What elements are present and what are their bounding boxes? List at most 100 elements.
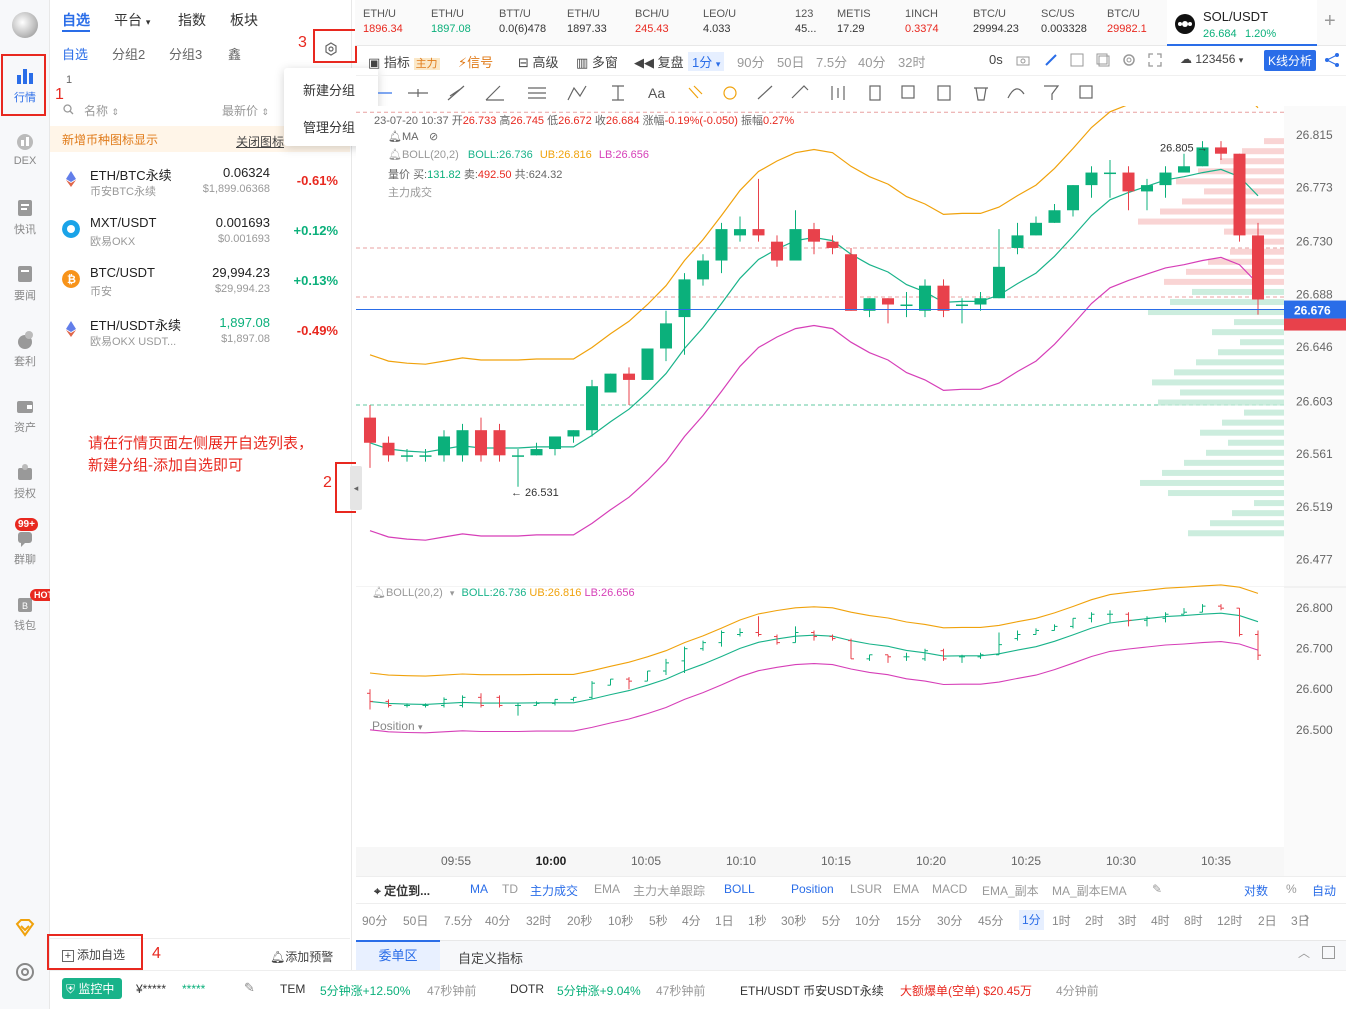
period-option[interactable]: 3日 <box>1291 914 1310 928</box>
edit-indicators-icon[interactable]: ✎ <box>1152 882 1163 896</box>
tab-custom-indicator[interactable]: 自定义指标 <box>458 951 524 966</box>
col-price-header[interactable]: 最新价 ⇕ <box>222 102 269 119</box>
ind-ma[interactable]: MA <box>470 882 488 896</box>
watchlist-row[interactable]: MXT/USDT 欧易OKX 0.001693 $0.001693 +0.12% <box>50 207 350 257</box>
period-active-button[interactable]: 1分 ▾ <box>688 52 725 71</box>
nav-item-market[interactable]: 行情 <box>0 66 50 105</box>
fullscreen-icon[interactable] <box>1148 53 1162 67</box>
window-icon[interactable] <box>1070 53 1084 67</box>
subtab-group2[interactable]: 分组2 <box>112 47 146 62</box>
period-40m[interactable]: 40分 <box>858 55 886 70</box>
ticker-item[interactable]: BTC/U 29982.1 <box>1107 8 1165 35</box>
nav-item-arbitrage[interactable]: 套利 <box>0 330 50 369</box>
tab-index[interactable]: 指数 <box>178 12 206 28</box>
auto-scale-toggle[interactable]: 自动 <box>1312 884 1337 898</box>
period-90m[interactable]: 90分 <box>737 55 765 70</box>
period-option[interactable]: 1秒 <box>748 914 767 928</box>
ticker-item[interactable]: BTT/U 0.0(6)478 <box>499 8 561 35</box>
ind-ma-copy-ema[interactable]: MA_副本EMA <box>1052 884 1127 898</box>
ticker-item[interactable]: 1INCH 0.3374 <box>905 8 963 35</box>
period-option[interactable]: 1时 <box>1052 914 1071 928</box>
gear-icon[interactable] <box>1122 53 1136 67</box>
period-option[interactable]: 10分 <box>855 914 881 928</box>
menu-new-group[interactable]: 新建分组 <box>303 83 356 98</box>
watchlist-row[interactable]: ETH/USDT永续 欧易OKX USDT... 1,897.08 $1,897… <box>50 307 350 357</box>
ticker-item[interactable]: METIS 17.29 <box>837 8 897 35</box>
subtab-xin[interactable]: 鑫 <box>228 47 242 62</box>
col-name-header[interactable]: 名称 ⇕ <box>84 102 119 119</box>
period-option[interactable]: 32时 <box>526 914 552 928</box>
nav-item-authorize[interactable]: 授权 <box>0 462 50 501</box>
period-option[interactable]: 1分 <box>1019 910 1044 930</box>
ind-ema[interactable]: EMA <box>594 882 621 896</box>
ind-big-order[interactable]: 主力大单跟踪 <box>633 884 706 898</box>
tab-platform[interactable]: 平台 ▾ <box>114 10 150 30</box>
period-option[interactable]: 50日 <box>403 914 429 928</box>
drawing-tools-icons[interactable]: Aa <box>356 80 1346 106</box>
ind-macd[interactable]: MACD <box>932 882 968 896</box>
period-option[interactable]: 90分 <box>362 914 388 928</box>
ticker-item[interactable]: BTC/U 29994.23 <box>973 8 1031 35</box>
period-7-5m[interactable]: 7.5分 <box>816 55 848 70</box>
nav-item-news[interactable]: 快讯 <box>0 198 50 237</box>
share-icon[interactable] <box>1324 52 1340 68</box>
monitor-badge[interactable]: ⛨ 监控中 <box>62 978 123 999</box>
watchlist-toggle-handle[interactable]: ◂ <box>350 466 362 510</box>
ind-ema-copy[interactable]: EMA_副本 <box>982 884 1039 898</box>
log-scale-toggle[interactable]: 对数 <box>1244 884 1269 898</box>
ticker-item[interactable]: 123 45... <box>769 8 821 35</box>
chevron-right-icon[interactable]: › <box>1304 909 1310 926</box>
nav-item-dex[interactable]: DEX <box>0 132 50 167</box>
menu-manage-group[interactable]: 管理分组 <box>303 120 356 135</box>
period-50d[interactable]: 50日 <box>777 55 805 70</box>
ind-main-force[interactable]: 主力成交 <box>530 884 579 898</box>
cloud-account[interactable]: ☁︎ 123456 ▾ <box>1180 52 1243 66</box>
tab-sector[interactable]: 板块 <box>230 12 258 28</box>
period-option[interactable]: 4时 <box>1151 914 1170 928</box>
position-indicator[interactable]: Position ▾ <box>372 719 423 733</box>
add-favorite-button[interactable]: + 添加自选 <box>62 946 125 963</box>
period-option[interactable]: 20秒 <box>567 914 593 928</box>
camera-icon[interactable] <box>1016 54 1030 66</box>
period-option[interactable]: 5分 <box>822 914 841 928</box>
period-32h[interactable]: 32时 <box>898 55 926 70</box>
period-option[interactable]: 7.5分 <box>444 914 473 928</box>
alert-item-name[interactable]: DOTR <box>510 982 544 996</box>
watchlist-row[interactable]: ₿ BTC/USDT 币安 29,994.23 $29,994.23 +0.13… <box>50 257 350 307</box>
ind-boll[interactable]: BOLL <box>724 882 755 896</box>
ticker-item[interactable]: LEO/U 4.033 <box>703 8 755 35</box>
group-settings-icon[interactable] <box>324 42 338 56</box>
ind-lsur[interactable]: LSUR <box>850 882 883 896</box>
collapse-panel-icon[interactable]: ︿ <box>1298 946 1311 960</box>
signal-button[interactable]: ⚡︎信号 <box>458 52 493 71</box>
ind-td[interactable]: TD <box>502 882 518 896</box>
nav-item-wallet[interactable]: B 钱包 <box>0 594 50 633</box>
ticker-item[interactable]: SC/US 0.003328 <box>1041 8 1099 35</box>
watchlist-row[interactable]: ETH/BTC永续 币安BTC永续 0.06324 $1,899.06368 -… <box>50 157 350 207</box>
edit-icon[interactable]: ✎ <box>244 980 255 995</box>
replay-button[interactable]: ◀◀ 复盘 <box>634 52 684 71</box>
period-option[interactable]: 2时 <box>1085 914 1104 928</box>
period-option[interactable]: 40分 <box>485 914 511 928</box>
period-option[interactable]: 12时 <box>1217 914 1243 928</box>
search-icon[interactable] <box>63 104 74 115</box>
period-option[interactable]: 10秒 <box>608 914 634 928</box>
period-option[interactable]: 4分 <box>682 914 701 928</box>
diamond-icon[interactable] <box>14 918 36 938</box>
settings-icon[interactable] <box>14 961 36 983</box>
expand-panel-icon[interactable] <box>1322 946 1335 959</box>
tab-favorites[interactable]: 自选 <box>62 12 90 28</box>
nav-item-chat[interactable]: 群聊 <box>0 528 50 567</box>
period-option[interactable]: 45分 <box>978 914 1004 928</box>
period-option[interactable]: 3时 <box>1118 914 1137 928</box>
subtab-group3[interactable]: 分组3 <box>169 47 203 62</box>
period-option[interactable]: 30分 <box>937 914 963 928</box>
kline-analysis-button[interactable]: K线分析 <box>1264 50 1317 71</box>
percent-scale-toggle[interactable]: % <box>1286 882 1297 896</box>
ind-position[interactable]: Position <box>791 882 834 896</box>
multi-window-button[interactable]: ▥ 多窗 <box>576 52 618 71</box>
locate-button[interactable]: ⌖ 定位到... <box>374 882 430 899</box>
copy-icon[interactable] <box>1096 53 1110 67</box>
ma-indicator-label[interactable]: 🔔︎MA ⊘ <box>388 130 438 143</box>
app-logo[interactable] <box>12 12 38 38</box>
